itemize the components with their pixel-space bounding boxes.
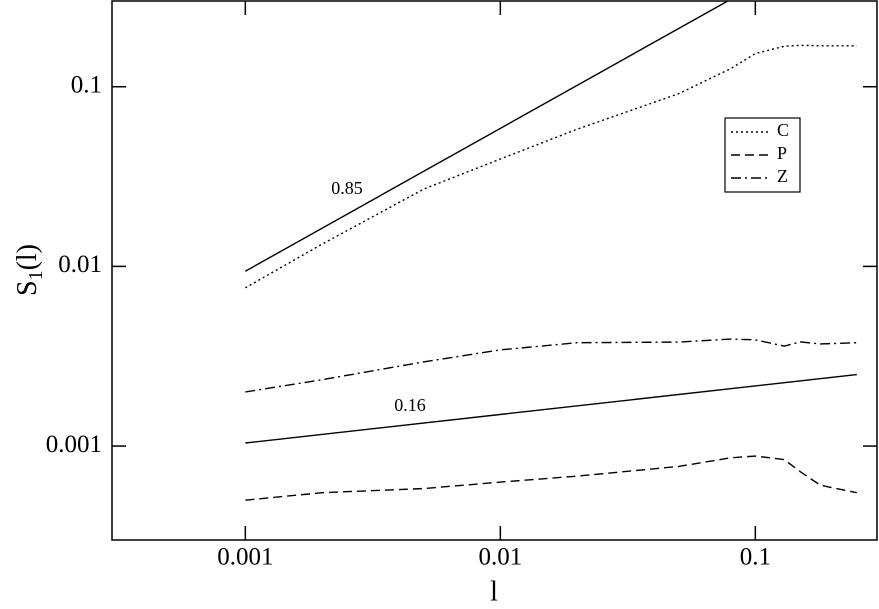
y-tick-label: 0.1 bbox=[71, 71, 102, 98]
series-line bbox=[245, 455, 857, 501]
x-tick-label: 0.01 bbox=[478, 544, 522, 571]
y-label-main: S bbox=[12, 280, 43, 296]
legend-label: Z bbox=[777, 166, 788, 186]
series-line bbox=[244, 44, 857, 289]
y-label-rest: (l) bbox=[12, 244, 43, 270]
y-label-subscript: 1 bbox=[25, 270, 47, 280]
fit-line bbox=[245, 373, 857, 444]
fit-line bbox=[244, 0, 729, 272]
legend-label: P bbox=[777, 143, 787, 163]
x-tick-label: 0.001 bbox=[217, 544, 273, 571]
legend-label: C bbox=[777, 120, 789, 140]
x-axis-label: l bbox=[490, 576, 498, 607]
plot-frame bbox=[111, 0, 878, 541]
y-tick-label: 0.001 bbox=[46, 431, 102, 458]
fit-annotation: 0.16 bbox=[394, 395, 426, 415]
y-tick-label: 0.01 bbox=[58, 251, 102, 278]
fit-annotation: 0.85 bbox=[331, 178, 363, 198]
x-tick-label: 0.1 bbox=[740, 544, 771, 571]
series-line bbox=[245, 338, 857, 393]
y-axis-label: S1(l) bbox=[12, 244, 46, 296]
